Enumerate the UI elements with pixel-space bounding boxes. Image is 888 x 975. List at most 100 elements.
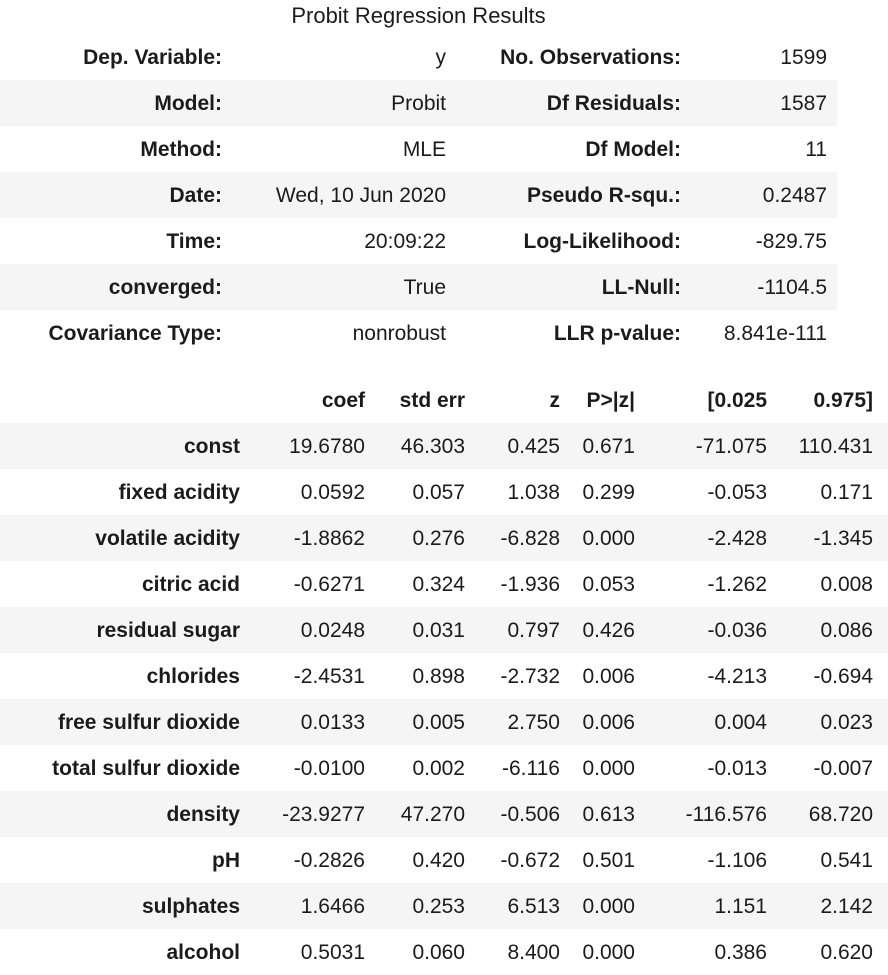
summary-value-2: -829.75 [755,229,827,253]
ci-lower-value: 0.004 [714,710,767,734]
ci-upper-value: 110.431 [798,434,873,458]
summary-label-1: Method: [140,137,222,161]
coef-row: residual sugar 0.0248 0.031 0.797 0.426 -0.03… [0,607,888,653]
std-err-value: 0.031 [412,618,465,642]
ci-upper-value: 2.142 [820,894,873,918]
summary-label-1: Model: [154,91,222,115]
z-value: 0.425 [507,434,560,458]
coef-row-label: free sulfur dioxide [57,710,240,734]
z-value: 2.750 [507,710,560,734]
coef-value: 0.5031 [300,940,365,964]
summary-label-2: LLR p-value: [553,321,681,345]
ci-lower-value: -116.576 [685,802,767,826]
coef-row-label: pH [212,848,240,872]
header-variable [0,377,248,423]
ci-upper-value: 0.023 [820,710,873,734]
p-value: 0.299 [582,480,635,504]
p-value: 0.000 [582,894,635,918]
results-title: Probit Regression Results [291,3,546,28]
std-err-value: 0.002 [412,756,465,780]
header-std-err: std err [399,388,465,412]
summary-label-2: Df Residuals: [546,91,681,115]
coef-value: -0.2826 [293,848,365,872]
coef-row-label: total sulfur dioxide [52,756,240,780]
coef-row-label: fixed acidity [118,480,240,504]
coef-value: 19.6780 [289,434,365,458]
std-err-value: 0.253 [412,894,465,918]
ci-upper-value: 0.541 [820,848,873,872]
summary-value-1: Probit [391,91,446,115]
p-value: 0.006 [582,710,635,734]
coefficients-header: coef std err z P>|z| [0.025 0.975] [0,377,888,423]
ci-lower-value: -0.036 [707,618,767,642]
coef-row: pH -0.2826 0.420 -0.672 0.501 -1.106 0.541 [0,837,888,883]
ci-lower-value: -0.053 [707,480,767,504]
summary-value-2: 8.841e-111 [723,321,827,345]
std-err-value: 0.276 [412,526,465,550]
summary-value-1: nonrobust [352,321,446,345]
summary-label-2: Log-Likelihood: [523,229,681,253]
coef-row: const 19.6780 46.303 0.425 0.671 -71.075 110.4… [0,423,888,469]
std-err-value: 0.060 [412,940,465,964]
std-err-value: 46.303 [400,434,465,458]
ci-lower-value: -4.213 [707,664,767,688]
coef-row-label: sulphates [141,894,240,918]
std-err-value: 0.898 [412,664,465,688]
ci-upper-value: 0.008 [820,572,873,596]
summary-value-1: y [435,45,447,69]
coef-row-label: density [166,802,240,826]
p-value: 0.053 [582,572,635,596]
p-value: 0.426 [582,618,635,642]
summary-label-1: converged: [108,275,222,299]
ci-lower-value: 0.386 [714,940,767,964]
std-err-value: 0.005 [412,710,465,734]
coef-row-label: volatile acidity [95,526,240,550]
summary-row: converged: True LL-Null: -1104.5 [0,264,837,310]
z-value: -2.732 [500,664,560,688]
coef-row: sulphates 1.6466 0.253 6.513 0.000 1.151 2.142 [0,883,888,929]
ci-lower-value: -1.106 [707,848,767,872]
coef-value: -0.0100 [293,756,365,780]
std-err-value: 0.057 [412,480,465,504]
header-z: z [549,388,561,412]
z-value: -6.828 [500,526,560,550]
header-p-value: P>|z| [586,388,635,412]
ci-upper-value: -0.694 [813,664,873,688]
ci-upper-value: 0.620 [820,940,873,964]
summary-label-2: Df Model: [585,137,681,161]
coefficients-body: const 19.6780 46.303 0.425 0.671 -71.075 110.4… [0,423,888,975]
header-ci-upper: 0.975] [813,388,873,412]
model-summary-body: Dep. Variable: y No. Observations: 1599 Mode… [0,34,837,356]
coef-value: 0.0248 [300,618,365,642]
coef-value: -23.9277 [282,802,365,826]
ci-upper-value: -1.345 [813,526,873,550]
summary-value-2: -1104.5 [757,275,827,299]
summary-row: Covariance Type: nonrobust LLR p-value: 8.8… [0,310,837,356]
coef-row: free sulfur dioxide 0.0133 0.005 2.750 0.006… [0,699,888,745]
summary-row: Dep. Variable: y No. Observations: 1599 [0,34,837,80]
summary-value-2: 0.2487 [762,183,827,207]
p-value: 0.000 [582,940,635,964]
header-ci-lower: [0.025 [707,388,767,412]
ci-upper-value: 0.171 [820,480,873,504]
summary-label-2: Pseudo R-squ.: [526,183,681,207]
p-value: 0.000 [582,756,635,780]
summary-value-2: 1599 [780,45,827,69]
z-value: -6.116 [502,756,560,780]
summary-label-2: LL-Null: [601,275,681,299]
summary-value-1: 20:09:22 [364,229,446,253]
coef-row: citric acid -0.6271 0.324 -1.936 0.053 -1.262… [0,561,888,607]
summary-label-1: Covariance Type: [48,321,222,345]
z-value: -0.672 [500,848,560,872]
z-value: -1.936 [500,572,560,596]
summary-label-1: Time: [166,229,222,253]
z-value: 8.400 [507,940,560,964]
coef-value: 1.6466 [300,894,365,918]
z-value: 6.513 [507,894,560,918]
p-value: 0.613 [582,802,635,826]
ci-upper-value: 68.720 [808,802,873,826]
coef-value: -1.8862 [293,526,365,550]
ci-lower-value: -0.013 [707,756,767,780]
coef-row: density -23.9277 47.270 -0.506 0.613 -116.576… [0,791,888,837]
